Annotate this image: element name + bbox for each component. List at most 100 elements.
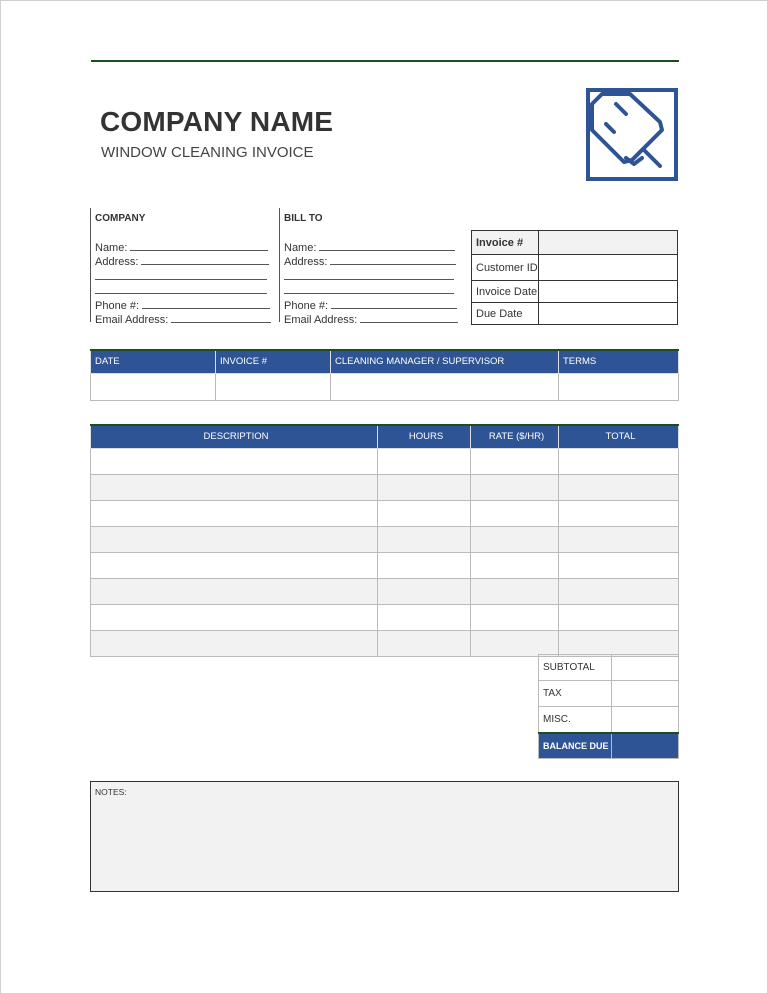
hours-cell[interactable] [377, 577, 471, 605]
table-row [90, 447, 679, 475]
rate-cell[interactable] [470, 499, 559, 527]
terms-cell[interactable] [558, 372, 679, 401]
bill-to-block: BILL TO Name: Address: Phone #: Email Ad… [279, 208, 459, 326]
rate-cell[interactable] [470, 603, 559, 631]
total-cell[interactable] [558, 603, 679, 631]
invoice-number-cell[interactable] [215, 372, 331, 401]
phone-label: Phone #: [95, 299, 140, 312]
description-cell[interactable] [90, 473, 378, 501]
customer-id-field[interactable] [538, 254, 678, 281]
rate-cell[interactable] [470, 525, 559, 553]
rate-cell[interactable] [470, 629, 559, 657]
company-email-field[interactable] [171, 313, 272, 323]
hours-cell[interactable] [377, 525, 471, 553]
company-heading: COMPANY [95, 213, 146, 224]
address-label: Address: [95, 256, 139, 268]
notes-box[interactable]: NOTES: [90, 781, 679, 892]
header-hours: HOURS [377, 424, 471, 449]
totals-table: SUBTOTAL TAX MISC. BALANCE DUE [538, 654, 679, 759]
invoice-info-table: Invoice # Customer ID Invoice Date Due D… [471, 230, 678, 325]
header-description: DESCRIPTION [90, 424, 378, 449]
company-phone-field[interactable] [142, 299, 271, 309]
date-cell[interactable] [90, 372, 216, 401]
total-cell[interactable] [558, 629, 679, 657]
description-cell[interactable] [90, 629, 378, 657]
company-address-line2[interactable] [95, 270, 267, 280]
email-label: Email Address: [95, 314, 169, 326]
bill-to-email-field[interactable] [360, 313, 459, 323]
table-row [90, 473, 679, 501]
balance-due-label: BALANCE DUE [538, 731, 612, 759]
tax-value[interactable] [611, 680, 679, 707]
misc-label: MISC. [538, 706, 612, 733]
header-cleaning-manager: CLEANING MANAGER / SUPERVISOR [330, 349, 559, 374]
hours-cell[interactable] [377, 473, 471, 501]
table-row [90, 629, 679, 657]
info-table: DATE INVOICE # CLEANING MANAGER / SUPERVIS… [90, 349, 679, 401]
total-cell[interactable] [558, 473, 679, 501]
manager-cell[interactable] [330, 372, 559, 401]
phone-label: Phone #: [284, 299, 329, 312]
misc-value[interactable] [611, 706, 679, 733]
total-cell[interactable] [558, 525, 679, 553]
tax-label: TAX [538, 680, 612, 707]
bill-to-address-line2[interactable] [284, 270, 454, 280]
total-cell[interactable] [558, 447, 679, 475]
header-terms: TERMS [558, 349, 679, 374]
bill-to-phone-field[interactable] [331, 299, 458, 309]
rate-cell[interactable] [470, 447, 559, 475]
bill-to-name-field[interactable] [319, 241, 456, 251]
header-total: TOTAL [558, 424, 679, 449]
company-address-field[interactable] [141, 255, 270, 265]
email-label: Email Address: [284, 314, 358, 326]
hours-cell[interactable] [377, 603, 471, 631]
table-row [90, 525, 679, 553]
invoice-date-field[interactable] [538, 280, 678, 303]
header-date: DATE [90, 349, 216, 374]
table-row [90, 499, 679, 527]
due-date-label: Due Date [471, 302, 539, 325]
invoice-number-field[interactable] [538, 230, 678, 255]
total-cell[interactable] [558, 551, 679, 579]
rate-cell[interactable] [470, 551, 559, 579]
address-label: Address: [284, 256, 328, 268]
hours-cell[interactable] [377, 447, 471, 475]
customer-id-label: Customer ID [471, 254, 539, 281]
description-cell[interactable] [90, 551, 378, 579]
squeegee-window-icon [586, 88, 678, 181]
items-table: DESCRIPTION HOURS RATE ($/HR) TOTAL [90, 424, 679, 657]
bill-to-heading: BILL TO [284, 213, 323, 224]
rate-cell[interactable] [470, 473, 559, 501]
balance-due-value [611, 731, 679, 759]
document-subtitle: WINDOW CLEANING INVOICE [101, 144, 314, 161]
hours-cell[interactable] [377, 551, 471, 579]
name-label: Name: [284, 241, 317, 254]
description-cell[interactable] [90, 447, 378, 475]
due-date-field[interactable] [538, 302, 678, 325]
subtotal-label: SUBTOTAL [538, 654, 612, 681]
description-cell[interactable] [90, 577, 378, 605]
header-rate: RATE ($/HR) [470, 424, 559, 449]
company-name-field[interactable] [130, 241, 269, 251]
hours-cell[interactable] [377, 629, 471, 657]
company-address-line3[interactable] [95, 284, 267, 294]
company-block: COMPANY Name: Address: Phone #: Email Ad… [90, 208, 272, 326]
table-row [90, 577, 679, 605]
table-row [90, 603, 679, 631]
hours-cell[interactable] [377, 499, 471, 527]
description-cell[interactable] [90, 603, 378, 631]
description-cell[interactable] [90, 525, 378, 553]
invoice-date-label: Invoice Date [471, 280, 539, 303]
description-cell[interactable] [90, 499, 378, 527]
total-cell[interactable] [558, 499, 679, 527]
top-rule [91, 60, 679, 62]
invoice-number-label: Invoice # [471, 230, 539, 255]
total-cell[interactable] [558, 577, 679, 605]
subtotal-value [611, 654, 679, 681]
rate-cell[interactable] [470, 577, 559, 605]
bill-to-address-line3[interactable] [284, 284, 454, 294]
table-row [90, 551, 679, 579]
bill-to-address-field[interactable] [330, 255, 457, 265]
company-name: COMPANY NAME [100, 106, 334, 137]
